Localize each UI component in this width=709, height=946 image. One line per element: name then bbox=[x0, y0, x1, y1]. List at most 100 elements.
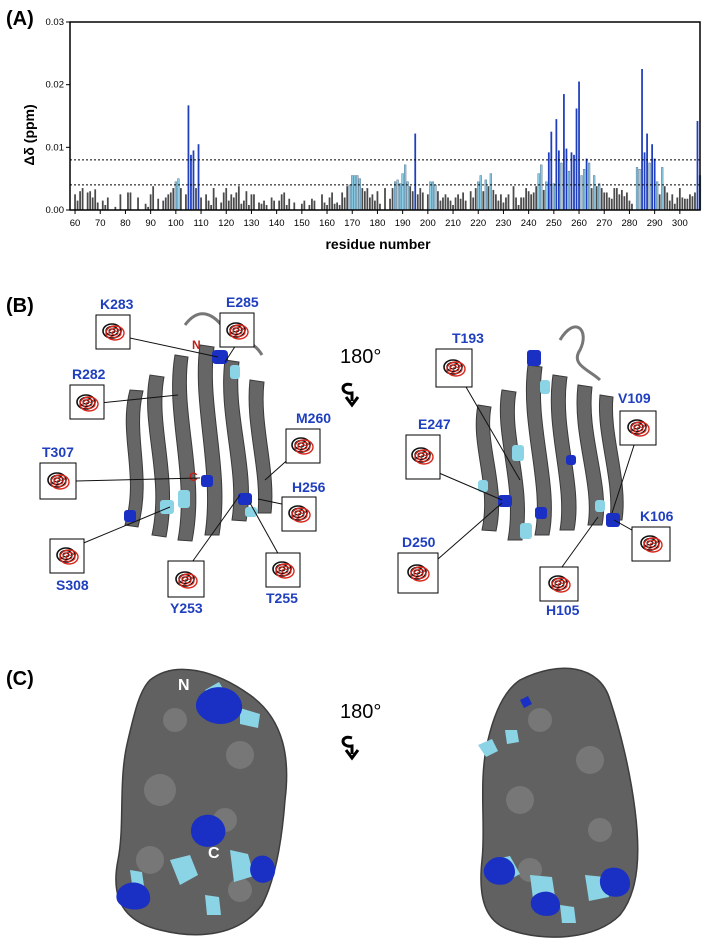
residue-label-h256: H256 bbox=[292, 479, 326, 495]
bar-residue-224 bbox=[487, 186, 490, 210]
residue-label-d250: D250 bbox=[402, 534, 436, 550]
bar-residue-215 bbox=[464, 200, 467, 210]
bar-residue-125 bbox=[237, 186, 240, 210]
bar-residue-171 bbox=[353, 175, 356, 211]
x-tick-label: 160 bbox=[319, 218, 335, 229]
bar-residue-297 bbox=[671, 194, 674, 210]
bar-residue-60 bbox=[74, 194, 76, 210]
bar-residue-65 bbox=[86, 192, 89, 210]
x-tick-label: 180 bbox=[370, 218, 386, 229]
bar-residue-286 bbox=[643, 152, 646, 210]
bar-residue-165 bbox=[338, 204, 341, 210]
bar-residue-62 bbox=[79, 191, 81, 210]
residue-label-y253: Y253 bbox=[170, 600, 203, 616]
bar-residue-288 bbox=[648, 162, 651, 211]
residue-label-h105: H105 bbox=[546, 602, 580, 618]
bar-residue-164 bbox=[336, 202, 339, 210]
bar-residue-302 bbox=[683, 198, 686, 210]
bar-residue-200 bbox=[426, 194, 429, 210]
bar-residue-143 bbox=[283, 192, 286, 210]
y-tick-label: 0.03 bbox=[46, 17, 65, 28]
bar-residue-159 bbox=[323, 202, 326, 210]
bar-residue-265 bbox=[590, 188, 593, 210]
x-tick-label: 60 bbox=[70, 218, 81, 229]
bar-residue-114 bbox=[210, 204, 213, 210]
rotation-arrow-icon bbox=[341, 735, 354, 754]
bar-residue-279 bbox=[626, 192, 628, 210]
bar-residue-100 bbox=[174, 181, 177, 211]
bar-residue-170 bbox=[351, 175, 354, 211]
x-tick-label: 130 bbox=[244, 218, 260, 229]
bar-residue-242 bbox=[532, 192, 535, 210]
bar-residue-150 bbox=[300, 203, 303, 210]
bar-residue-227 bbox=[494, 194, 497, 210]
plot-frame bbox=[69, 21, 701, 211]
bar-residue-160 bbox=[326, 204, 328, 210]
bar-residue-122 bbox=[230, 194, 233, 210]
bar-residue-97 bbox=[167, 194, 170, 210]
surface-left: N C bbox=[115, 668, 288, 936]
bar-residue-207 bbox=[444, 194, 447, 210]
x-tick-label: 140 bbox=[269, 218, 285, 229]
bar-residue-118 bbox=[220, 202, 223, 210]
bar-residue-204 bbox=[437, 191, 439, 210]
residue-label-e285: E285 bbox=[226, 294, 259, 310]
x-tick-label: 200 bbox=[420, 218, 436, 229]
x-tick-label: 230 bbox=[496, 218, 512, 229]
residue-label-t193: T193 bbox=[452, 330, 484, 346]
bar-residue-222 bbox=[482, 191, 485, 210]
x-tick-label: 100 bbox=[168, 218, 184, 229]
bar-residue-135 bbox=[263, 200, 265, 210]
bar-residue-221 bbox=[479, 175, 482, 211]
bar-residue-304 bbox=[689, 194, 691, 210]
bar-residue-276 bbox=[618, 194, 621, 210]
bar-residue-218 bbox=[472, 197, 475, 210]
bar-residue-190 bbox=[401, 173, 404, 211]
c-terminus-label: C bbox=[189, 470, 198, 484]
bar-residue-230 bbox=[502, 202, 505, 210]
bar-residue-264 bbox=[588, 162, 591, 211]
bar-residue-76 bbox=[114, 206, 117, 210]
bar-residue-187 bbox=[393, 181, 397, 211]
rotation-label-c: 180° bbox=[340, 701, 381, 723]
bar-residue-257 bbox=[570, 152, 573, 210]
bar-residue-167 bbox=[343, 197, 346, 210]
bar-residue-89 bbox=[147, 206, 150, 210]
bar-residue-195 bbox=[414, 133, 417, 210]
n-terminus-surface-label: N bbox=[178, 677, 190, 694]
bar-residue-177 bbox=[368, 197, 371, 210]
bar-residue-66 bbox=[89, 191, 92, 210]
bar-residue-109 bbox=[197, 144, 200, 210]
bar-residue-130 bbox=[250, 194, 253, 210]
bar-residue-113 bbox=[207, 200, 210, 210]
bar-residue-238 bbox=[522, 197, 525, 210]
bar-residue-105 bbox=[187, 105, 190, 210]
bar-residue-106 bbox=[190, 154, 192, 210]
bar-residue-120 bbox=[225, 188, 228, 210]
bar-residue-101 bbox=[177, 178, 180, 211]
bar-residue-300 bbox=[678, 188, 681, 210]
bar-residue-296 bbox=[668, 200, 671, 210]
chemical-shift-chart: 60 70 80 90 100 110 120 130 140 150 160 170 180 190 20… bbox=[21, 17, 702, 252]
bar-residue-78 bbox=[119, 194, 122, 210]
bar-residue-104 bbox=[185, 194, 187, 210]
bar-residue-275 bbox=[615, 188, 618, 210]
bar-residue-262 bbox=[582, 169, 586, 211]
bar-residue-72 bbox=[104, 204, 107, 210]
x-tick-label: 80 bbox=[120, 218, 131, 229]
bar-residue-166 bbox=[341, 192, 344, 210]
bar-residue-161 bbox=[328, 197, 331, 210]
bar-residue-63 bbox=[81, 188, 84, 210]
x-tick-label: 300 bbox=[672, 218, 688, 229]
bar-residue-226 bbox=[492, 189, 495, 210]
bar-residue-251 bbox=[555, 119, 558, 210]
x-tick-label: 210 bbox=[445, 218, 461, 229]
bar-residue-95 bbox=[162, 200, 165, 210]
bar-residue-172 bbox=[356, 175, 359, 211]
residue-label-v109: V109 bbox=[618, 390, 651, 406]
bar-residue-278 bbox=[623, 196, 626, 210]
bar-residue-201 bbox=[429, 181, 432, 211]
bar-residue-179 bbox=[374, 200, 376, 210]
bar-residue-214 bbox=[462, 192, 465, 210]
bar-residue-271 bbox=[605, 192, 608, 210]
